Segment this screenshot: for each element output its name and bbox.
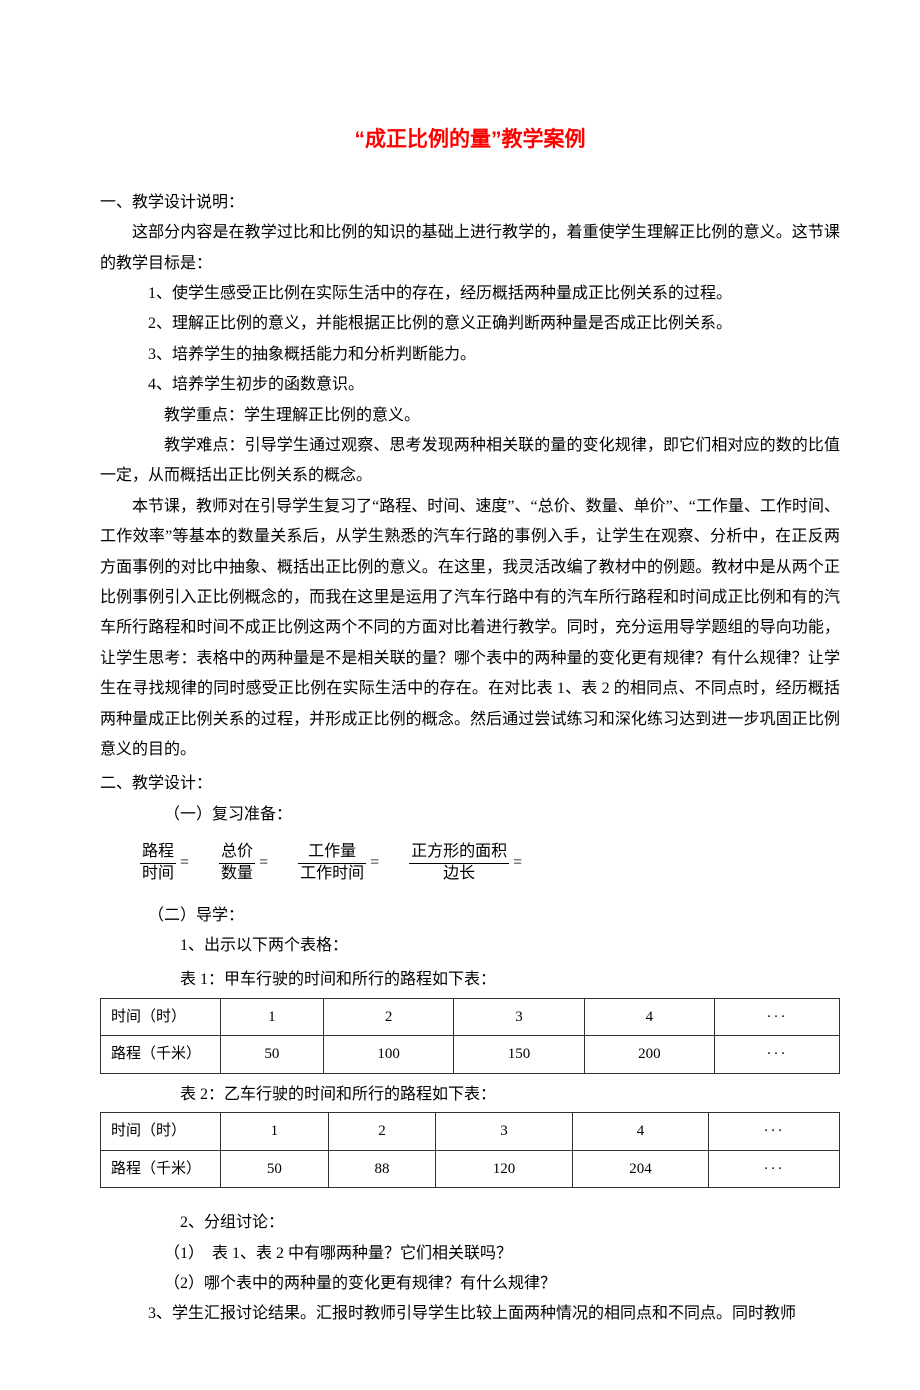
table-row: 时间（时） 1 2 3 4 ··· — [101, 1113, 840, 1151]
table-cell: 4 — [584, 998, 714, 1036]
step-2: 2、分组讨论： — [100, 1208, 840, 1238]
row-label: 路程（千米） — [101, 1036, 221, 1074]
goal-3: 3、培养学生的抽象概括能力和分析判断能力。 — [100, 340, 840, 370]
question-2: （2）哪个表中的两种量的变化更有规律？有什么规律？ — [100, 1269, 840, 1299]
row-label: 路程（千米） — [101, 1150, 221, 1188]
table-cell: 3 — [436, 1113, 572, 1151]
frac-num: 总价 — [219, 842, 255, 863]
formula-1: 路程 时间 = — [140, 842, 189, 885]
table-cell: 2 — [323, 998, 453, 1036]
equals-sign: = — [370, 848, 379, 878]
table-1: 时间（时） 1 2 3 4 ··· 路程（千米） 50 100 150 200 … — [100, 998, 840, 1074]
table-cell: 88 — [328, 1150, 436, 1188]
equals-sign: = — [513, 848, 522, 878]
table-cell: 1 — [221, 998, 324, 1036]
table-cell-ellipsis: ··· — [715, 998, 840, 1036]
table-cell-ellipsis: ··· — [709, 1150, 840, 1188]
table-2-caption: 表 2：乙车行驶的时间和所行的路程如下表： — [100, 1080, 840, 1110]
formula-row: 路程 时间 = 总价 数量 = 工作量 工作时间 = 正方形的面积 边长 = — [100, 842, 840, 885]
formula-2: 总价 数量 = — [219, 842, 268, 885]
question-1: （1） 表 1、表 2 中有哪两种量？它们相关联吗？ — [100, 1239, 840, 1269]
section-2-sub2: （二）导学： — [100, 901, 840, 931]
table-cell: 2 — [328, 1113, 436, 1151]
table-cell: 50 — [221, 1150, 329, 1188]
row-label: 时间（时） — [101, 998, 221, 1036]
table-1-caption: 表 1：甲车行驶的时间和所行的路程如下表： — [100, 965, 840, 995]
table-cell-ellipsis: ··· — [715, 1036, 840, 1074]
table-row: 路程（千米） 50 88 120 204 ··· — [101, 1150, 840, 1188]
frac-num: 工作量 — [306, 842, 358, 863]
section-2-sub1: （一）复习准备： — [100, 800, 840, 830]
table-cell-ellipsis: ··· — [709, 1113, 840, 1151]
table-cell: 150 — [454, 1036, 584, 1074]
table-cell: 1 — [221, 1113, 329, 1151]
page-title: “成正比例的量”教学案例 — [100, 120, 840, 160]
step-1: 1、出示以下两个表格： — [100, 931, 840, 961]
frac-num: 路程 — [140, 842, 176, 863]
equals-sign: = — [180, 848, 189, 878]
goal-4: 4、培养学生初步的函数意识。 — [100, 370, 840, 400]
row-label: 时间（时） — [101, 1113, 221, 1151]
frac-den: 边长 — [409, 863, 509, 885]
table-cell: 204 — [572, 1150, 708, 1188]
equals-sign: = — [259, 848, 268, 878]
section-1-body: 本节课，教师对在引导学生复习了“路程、时间、速度”、“总价、数量、单价”、“工作… — [100, 492, 840, 766]
teaching-key: 教学重点：学生理解正比例的意义。 — [100, 401, 840, 431]
table-cell: 50 — [221, 1036, 324, 1074]
table-row: 时间（时） 1 2 3 4 ··· — [101, 998, 840, 1036]
section-2-head: 二、教学设计： — [100, 769, 840, 799]
table-2: 时间（时） 1 2 3 4 ··· 路程（千米） 50 88 120 204 ·… — [100, 1112, 840, 1188]
table-cell: 100 — [323, 1036, 453, 1074]
table-cell: 4 — [572, 1113, 708, 1151]
frac-den: 时间 — [140, 863, 176, 885]
formula-3: 工作量 工作时间 = — [298, 842, 379, 885]
frac-num: 正方形的面积 — [409, 842, 509, 863]
section-1-intro: 这部分内容是在教学过比和比例的知识的基础上进行教学的，着重使学生理解正比例的意义… — [100, 218, 840, 279]
table-row: 路程（千米） 50 100 150 200 ··· — [101, 1036, 840, 1074]
formula-4: 正方形的面积 边长 = — [409, 842, 522, 885]
table-cell: 200 — [584, 1036, 714, 1074]
goal-2: 2、理解正比例的意义，并能根据正比例的意义正确判断两种量是否成正比例关系。 — [100, 309, 840, 339]
frac-den: 工作时间 — [298, 863, 366, 885]
step-3: 3、学生汇报讨论结果。汇报时教师引导学生比较上面两种情况的相同点和不同点。同时教… — [100, 1299, 840, 1329]
goal-1: 1、使学生感受正比例在实际生活中的存在，经历概括两种量成正比例关系的过程。 — [100, 279, 840, 309]
table-cell: 120 — [436, 1150, 572, 1188]
frac-den: 数量 — [219, 863, 255, 885]
section-1-head: 一、教学设计说明： — [100, 188, 840, 218]
teaching-difficulty-text: 教学难点：引导学生通过观察、思考发现两种相关联的量的变化规律，即它们相对应的数的… — [100, 437, 840, 484]
table-cell: 3 — [454, 998, 584, 1036]
teaching-difficulty: 教学难点：引导学生通过观察、思考发现两种相关联的量的变化规律，即它们相对应的数的… — [100, 431, 840, 492]
